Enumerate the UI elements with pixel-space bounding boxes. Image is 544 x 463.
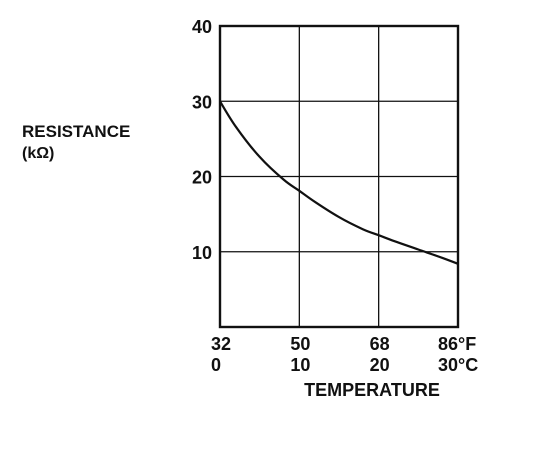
y-tick-label: 30 xyxy=(192,92,212,112)
x-tick-label-fahrenheit: 32 xyxy=(211,334,231,354)
y-axis-label-line1: RESISTANCE xyxy=(22,122,130,141)
x-tick-label-fahrenheit: 68 xyxy=(370,334,390,354)
x-tick-label-celsius: 10 xyxy=(290,355,310,375)
x-tick-label-celsius: 20 xyxy=(370,355,390,375)
y-axis-label-line2: (kΩ) xyxy=(22,145,54,162)
x-tick-label-fahrenheit: 86°F xyxy=(438,334,476,354)
y-tick-label: 20 xyxy=(192,168,212,188)
y-tick-label: 10 xyxy=(192,243,212,263)
y-tick-label: 40 xyxy=(192,17,212,37)
x-tick-label-fahrenheit: 50 xyxy=(290,334,310,354)
plot-frame xyxy=(218,24,460,329)
x-tick-label-celsius: 0 xyxy=(211,355,221,375)
resistance-curve xyxy=(219,100,459,265)
x-tick-label-celsius: 30°C xyxy=(438,355,478,375)
x-axis-label: TEMPERATURE xyxy=(304,380,440,400)
